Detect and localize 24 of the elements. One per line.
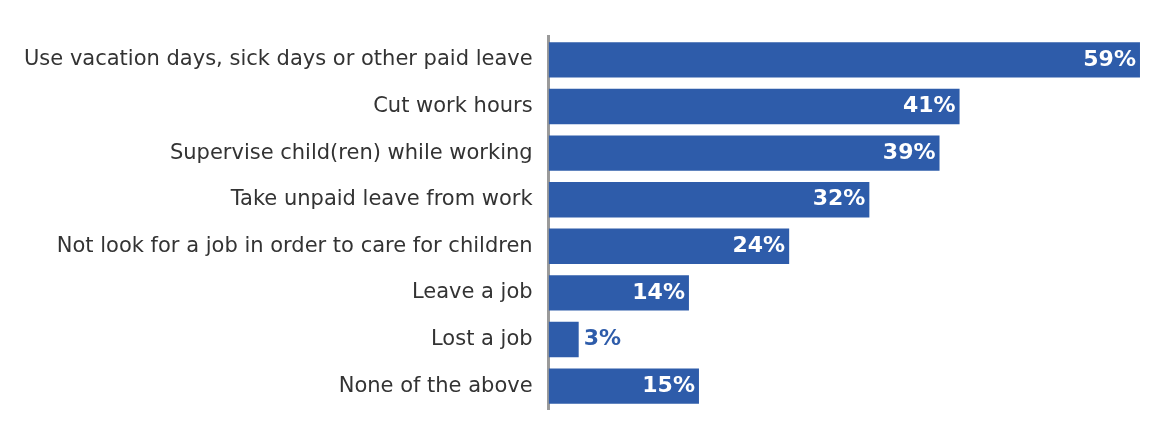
data-label: 39% — [882, 138, 936, 164]
bar — [548, 368, 699, 404]
data-label: 3% — [583, 325, 622, 351]
y-tick-label: None of the above — [338, 372, 533, 397]
y-tick-label: Use vacation days, sick days or other paid leave — [24, 46, 533, 71]
bar — [548, 88, 960, 125]
data-label: 14% — [632, 278, 685, 304]
bar — [548, 275, 689, 311]
data-label: 15% — [642, 371, 695, 397]
y-tick-label: Supervise child(ren) while working — [169, 139, 533, 164]
y-tick-label: Take unpaid leave from work — [229, 186, 534, 211]
bar — [548, 228, 790, 265]
bar — [548, 135, 940, 171]
bar — [548, 181, 870, 218]
y-tick-label: Leave a job — [411, 279, 533, 304]
data-label: 41% — [902, 92, 956, 118]
data-label: 59% — [1083, 45, 1136, 71]
data-label: 24% — [732, 232, 786, 258]
bar — [548, 42, 1140, 78]
y-tick-label: Cut work hours — [373, 92, 533, 117]
data-label: 32% — [812, 185, 866, 211]
y-tick-label: Lost a job — [431, 325, 533, 350]
bar — [548, 321, 579, 358]
y-tick-label: Not look for a job in order to care for children — [56, 232, 533, 257]
